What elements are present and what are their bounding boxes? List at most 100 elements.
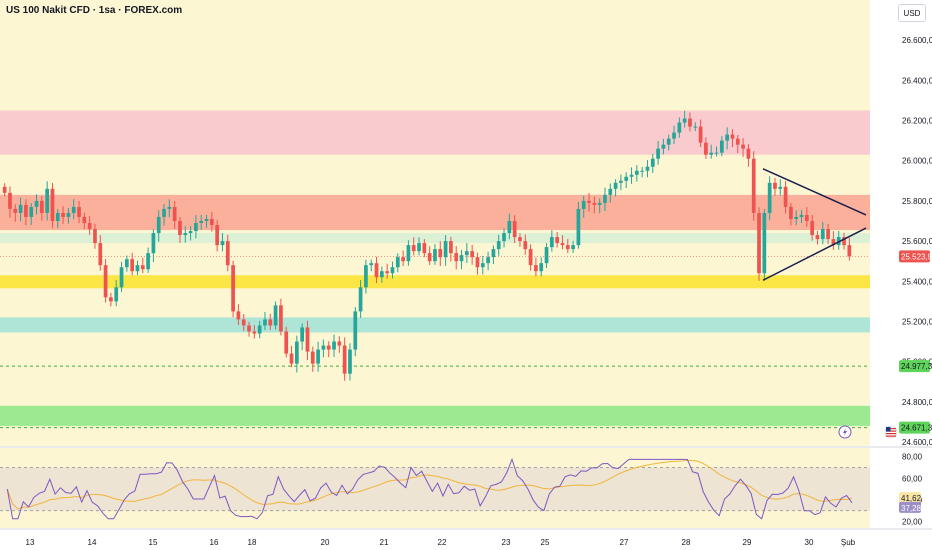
candle-body (66, 212, 71, 217)
candle-body (714, 152, 719, 154)
candle-body (831, 239, 836, 246)
candle-body (114, 287, 119, 302)
candle-body (597, 202, 602, 205)
candle-body (565, 245, 570, 250)
candle-body (459, 255, 464, 262)
candle-body (188, 231, 193, 234)
candle-body (358, 287, 363, 312)
rsi-ma-badge (899, 492, 921, 504)
candle-body (241, 319, 246, 326)
candle-body (18, 204, 23, 213)
candle-body (693, 126, 698, 128)
rsi-axis-tick: 60,00 (902, 474, 923, 483)
lightning-glyph (843, 428, 847, 436)
candle-body (619, 180, 623, 183)
candle-body (119, 267, 124, 288)
candle-body (576, 208, 581, 246)
time-axis-tick: 29 (743, 538, 752, 547)
rsi-axis-background (870, 448, 932, 528)
candle-body (810, 220, 815, 236)
candle-body (496, 241, 501, 250)
candle-body (698, 126, 703, 143)
candle-body (507, 220, 512, 234)
candle-body (284, 331, 289, 354)
rsi-badge (899, 501, 921, 513)
resistance-zone-salmon (0, 194, 870, 231)
candle-body (204, 218, 209, 221)
candle-body (560, 243, 565, 246)
candle-body (236, 311, 241, 320)
candle-body (135, 265, 140, 272)
currency-button[interactable]: USD (898, 4, 926, 22)
candle-body (93, 229, 97, 244)
time-axis-tick: 18 (248, 538, 257, 547)
candle-body (709, 152, 714, 155)
level-badge-b (899, 421, 930, 434)
candle-body (273, 305, 278, 326)
candle-body (417, 243, 421, 252)
level-badge-a-label: 24.977,3 (901, 362, 932, 371)
candle-body (172, 206, 177, 221)
candle-body (730, 134, 735, 139)
candle-body (77, 206, 81, 217)
candle-body (247, 325, 251, 332)
candle-body (677, 122, 682, 133)
candle-body (82, 216, 87, 223)
candle-body (847, 245, 852, 257)
candle-body (374, 263, 379, 278)
time-axis-tick: Şub (841, 538, 856, 547)
candle-body (470, 251, 475, 258)
candle-body (746, 148, 751, 159)
candle-body (348, 349, 352, 374)
candle-body (310, 351, 315, 364)
candle-body (183, 233, 188, 236)
candle-body (640, 170, 645, 172)
candle-body (645, 166, 650, 171)
rsi-band (0, 467, 870, 511)
candle-body (842, 237, 846, 246)
candle-body (528, 249, 533, 266)
candle-body (480, 263, 485, 268)
candle-body (151, 233, 156, 254)
price-axis-tick: 25.200,0 (902, 317, 932, 326)
candle-body (215, 225, 220, 246)
candle-body (390, 267, 395, 274)
candle-body (608, 188, 613, 195)
time-axis-tick: 15 (149, 538, 158, 547)
candle-body (124, 259, 129, 268)
triangle-lower-line (762, 227, 867, 281)
candle-body (613, 182, 618, 189)
candle-body (815, 235, 820, 240)
candle-body (194, 223, 198, 232)
symbol-title[interactable]: US 100 Nakit CFD · 1sa · FOREX.com (6, 5, 183, 16)
candle-body (406, 245, 411, 262)
candle-body (321, 345, 326, 350)
candle-body (672, 132, 676, 139)
candle-body (103, 265, 108, 298)
candle-body (178, 220, 182, 236)
candle-body (231, 265, 235, 312)
candle-body (162, 208, 166, 217)
candle-body (369, 263, 374, 266)
candle-body (140, 265, 145, 270)
candle-body (401, 257, 405, 262)
price-axis-tick: 26.400,0 (902, 76, 932, 85)
candle-body (220, 241, 225, 246)
candle-body (326, 345, 331, 350)
candle-body (592, 202, 597, 205)
candle-body (332, 341, 336, 350)
candle-body (257, 325, 262, 334)
candle-body (820, 229, 825, 240)
price-axis-tick: 26.600,0 (902, 36, 932, 45)
candle-body (364, 265, 368, 288)
time-axis-tick: 27 (620, 538, 629, 547)
candle-body (109, 297, 113, 302)
candle-body (682, 118, 687, 123)
candle-body (799, 214, 804, 217)
support-zone-yellow (0, 275, 870, 289)
last-price-badge (899, 250, 930, 263)
candle-body (279, 305, 283, 332)
candle-body (741, 144, 745, 149)
